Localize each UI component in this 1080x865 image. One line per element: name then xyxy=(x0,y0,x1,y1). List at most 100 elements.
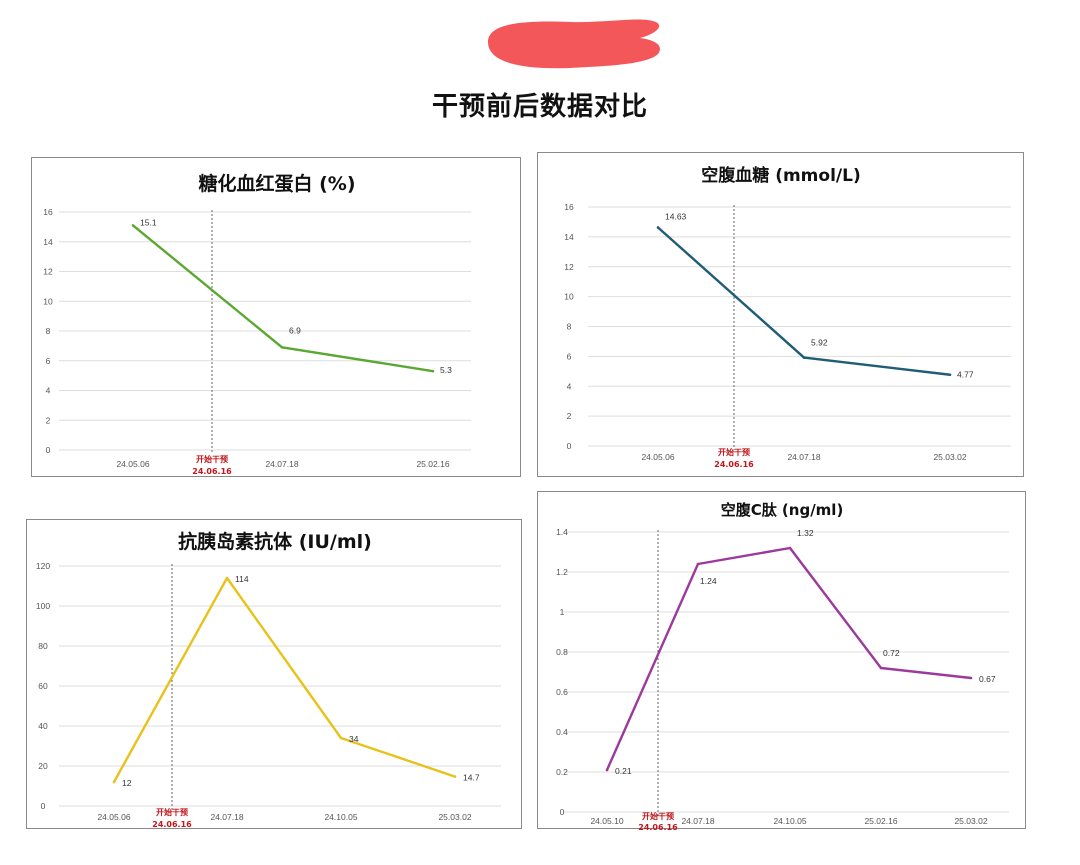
data-point xyxy=(948,373,952,377)
y-tick-label: 2 xyxy=(46,415,51,425)
data-label: 15.1 xyxy=(140,217,157,227)
series-line xyxy=(605,546,972,771)
chart-panel-insulin-antibody: 抗胰岛素抗体 (IU/ml) 0 20 40 60 80 100 120 开始干预 24.06.1… xyxy=(26,519,522,829)
x-tick-label: 24.10.05 xyxy=(773,816,806,826)
redaction-mark xyxy=(480,14,665,72)
y-tick-label: 2 xyxy=(567,411,572,421)
y-tick-label: 4 xyxy=(46,386,51,396)
intervention-label: 开始干预 xyxy=(196,454,228,464)
data-label: 14.63 xyxy=(665,211,687,221)
y-tick-label: 0.8 xyxy=(556,647,568,657)
chart-title: 空腹血糖 (mmol/L) xyxy=(701,165,860,186)
chart-hba1c: 糖化血红蛋白 (%) 0 2 4 6 8 10 12 14 16 开始干预 24.06.16 24.05… xyxy=(43,172,471,476)
data-point xyxy=(339,736,343,740)
x-tick-label: 25.03.02 xyxy=(438,812,471,822)
y-tick-label: 0 xyxy=(46,445,51,455)
chart-panel-c-peptide: 空腹C肽 (ng/ml) 0 0.2 0.4 0.6 0.8 1 1.2 1.4 开始干预 24.0… xyxy=(537,491,1026,832)
data-label: 5.3 xyxy=(440,365,452,375)
data-label: 114 xyxy=(235,574,249,584)
chart-fasting-glucose: 空腹血糖 (mmol/L) 0 2 4 6 8 10 12 14 16 开始干预 24.06.16 24… xyxy=(564,165,1011,469)
y-tick-label: 0 xyxy=(560,807,565,817)
chart-title: 糖化血红蛋白 (%) xyxy=(198,172,355,195)
y-tick-label: 0.4 xyxy=(556,727,568,737)
intervention-date: 24.06.16 xyxy=(714,460,754,469)
y-tick-label: 0 xyxy=(567,441,572,451)
data-point xyxy=(131,224,135,227)
chart-title: 空腹C肽 (ng/ml) xyxy=(721,501,844,519)
y-tick-label: 12 xyxy=(43,267,53,277)
intervention-date: 24.06.16 xyxy=(638,823,678,832)
x-tick-label: 24.05.06 xyxy=(641,452,674,462)
y-tick-label: 16 xyxy=(43,207,53,217)
data-point xyxy=(788,546,792,550)
data-label: 0.67 xyxy=(979,674,996,684)
data-point xyxy=(969,676,973,680)
intervention-label: 开始干预 xyxy=(642,811,674,821)
x-tick-label: 24.10.05 xyxy=(324,812,357,822)
data-label: 34 xyxy=(349,734,359,744)
y-tick-label: 14 xyxy=(43,237,53,247)
x-tick-label: 25.02.16 xyxy=(864,816,897,826)
series-line xyxy=(657,226,951,376)
intervention-date: 24.06.16 xyxy=(152,820,192,829)
series-line xyxy=(112,576,456,783)
y-tick-label: 1 xyxy=(560,607,565,617)
y-tick-label: 8 xyxy=(567,322,572,332)
data-label: 6.9 xyxy=(289,325,301,335)
data-point xyxy=(802,356,806,359)
y-tick-label: 0.2 xyxy=(556,767,568,777)
y-tick-label: 20 xyxy=(38,761,48,771)
x-tick-label: 24.07.18 xyxy=(787,452,820,462)
data-label: 0.72 xyxy=(883,648,900,658)
y-tick-label: 4 xyxy=(567,381,572,391)
data-label: 5.92 xyxy=(811,338,828,348)
x-tick-label: 24.07.18 xyxy=(265,459,298,469)
chart-c-peptide: 空腹C肽 (ng/ml) 0 0.2 0.4 0.6 0.8 1 1.2 1.4 开始干预 24.0… xyxy=(556,501,1009,832)
x-tick-label: 24.05.06 xyxy=(97,812,130,822)
data-label: 1.24 xyxy=(700,576,717,586)
data-point xyxy=(656,226,660,229)
data-point xyxy=(879,666,883,670)
y-tick-label: 14 xyxy=(564,232,574,242)
series-line xyxy=(132,224,434,373)
data-point xyxy=(431,369,435,373)
data-label: 12 xyxy=(122,778,132,788)
intervention-date: 24.06.16 xyxy=(192,467,232,476)
x-tick-label: 24.05.10 xyxy=(590,816,623,826)
y-tick-label: 0.6 xyxy=(556,687,568,697)
y-tick-label: 16 xyxy=(564,202,574,212)
y-tick-label: 10 xyxy=(43,296,53,306)
y-tick-label: 10 xyxy=(564,292,574,302)
y-tick-label: 6 xyxy=(46,356,51,366)
y-tick-label: 80 xyxy=(38,641,48,651)
y-tick-label: 1.4 xyxy=(556,527,568,537)
y-tick-label: 1.2 xyxy=(556,567,568,577)
chart-insulin-antibody: 抗胰岛素抗体 (IU/ml) 0 20 40 60 80 100 120 开始干预 24.06.1… xyxy=(36,530,501,829)
data-point xyxy=(453,775,457,778)
chart-title: 抗胰岛素抗体 (IU/ml) xyxy=(178,530,372,553)
y-tick-label: 40 xyxy=(38,721,48,731)
page-title: 干预前后数据对比 xyxy=(431,92,648,122)
y-tick-label: 100 xyxy=(36,601,50,611)
y-tick-label: 6 xyxy=(567,351,572,361)
x-tick-label: 24.07.18 xyxy=(681,816,714,826)
data-point xyxy=(112,780,116,784)
x-tick-label: 24.05.06 xyxy=(116,459,149,469)
x-tick-label: 25.02.16 xyxy=(416,459,449,469)
y-tick-label: 120 xyxy=(36,561,50,571)
y-tick-label: 8 xyxy=(46,326,51,336)
x-tick-label: 25.03.02 xyxy=(954,816,987,826)
x-tick-label: 25.03.02 xyxy=(933,452,966,462)
data-point xyxy=(605,768,609,772)
data-point xyxy=(696,562,700,566)
intervention-label: 开始干预 xyxy=(156,807,188,817)
chart-panel-hba1c: 糖化血红蛋白 (%) 0 2 4 6 8 10 12 14 16 开始干预 24.06.16 24.05… xyxy=(31,157,521,477)
y-tick-label: 0 xyxy=(41,801,46,811)
x-tick-label: 24.07.18 xyxy=(210,812,243,822)
y-tick-label: 12 xyxy=(564,262,574,272)
data-label: 4.77 xyxy=(957,370,974,380)
y-tick-label: 60 xyxy=(38,681,48,691)
data-point xyxy=(280,346,284,349)
data-label: 0.21 xyxy=(615,766,632,776)
chart-panel-fasting-glucose: 空腹血糖 (mmol/L) 0 2 4 6 8 10 12 14 16 开始干预 24.06.16 24… xyxy=(537,152,1024,477)
